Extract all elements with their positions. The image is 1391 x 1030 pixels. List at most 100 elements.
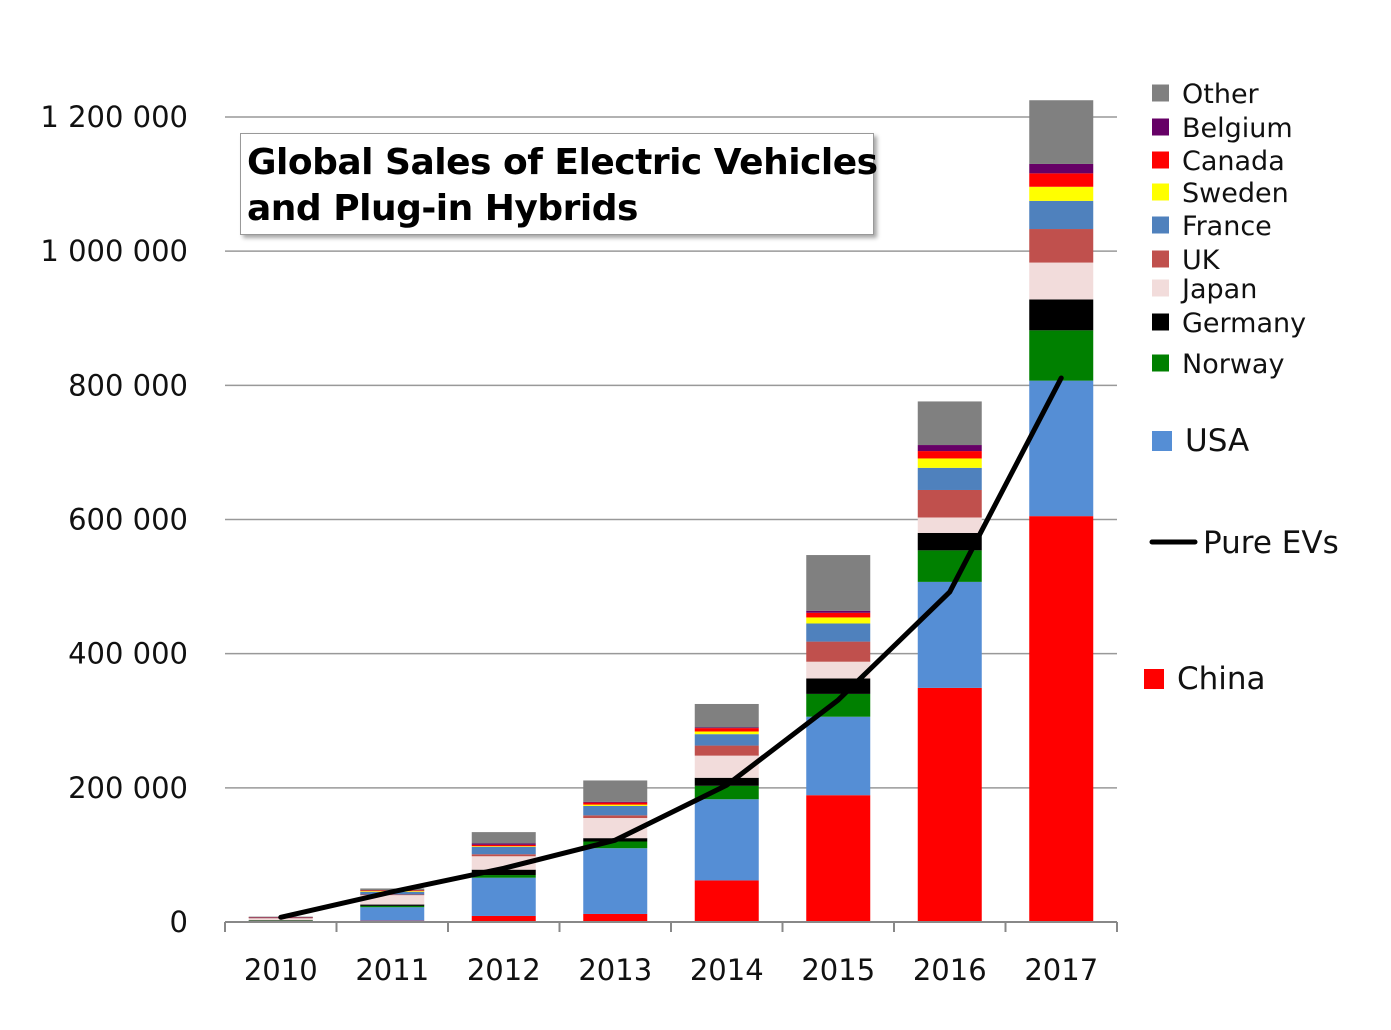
y-tick-label: 0 (170, 905, 188, 939)
x-tick-label: 2012 (467, 953, 541, 987)
bar-segment-usa-2011 (360, 907, 425, 921)
bar-segment-uk-2013 (583, 815, 648, 819)
bar-segment-canada-2016 (917, 451, 982, 459)
x-tick-label: 2010 (244, 953, 318, 987)
bar-segment-other-2017 (1029, 100, 1094, 164)
bar-segment-france-2013 (583, 805, 648, 816)
bar-segment-usa-2010 (248, 920, 313, 922)
legend-swatch-japan (1152, 279, 1169, 297)
legend-label-other: Other (1182, 79, 1260, 110)
legend-swatch-norway (1152, 354, 1169, 372)
bar-segment-japan-2017 (1029, 262, 1094, 300)
bar-segment-norway-2012 (471, 875, 536, 878)
legend-swatch-sweden (1152, 183, 1169, 201)
bar-segment-usa-2015 (806, 716, 871, 796)
y-tick-label: 1 000 000 (40, 234, 188, 268)
bar-segment-belgium-2015 (806, 610, 871, 613)
y-tick-label: 200 000 (68, 771, 188, 805)
legend-label-belgium: Belgium (1182, 113, 1293, 144)
bar-segment-usa-2014 (694, 799, 759, 881)
bar-segment-germany-2012 (471, 869, 536, 876)
bar-segment-other-2014 (694, 703, 759, 728)
legend-swatch-belgium (1152, 118, 1169, 136)
bar-segment-uk-2014 (694, 745, 759, 756)
bar-segment-canada-2014 (694, 728, 759, 732)
bar-segment-other-2015 (806, 555, 871, 611)
bar-segment-belgium-2016 (917, 445, 982, 452)
legend-label-france: France (1182, 211, 1272, 242)
bar-segment-france-2017 (1029, 200, 1094, 230)
bar-segment-usa-2017 (1029, 380, 1094, 517)
bar-segment-china-2013 (583, 913, 648, 922)
y-tick-label: 400 000 (68, 637, 188, 671)
bar-segment-belgium-2017 (1029, 163, 1094, 174)
bar-segment-japan-2015 (806, 661, 871, 679)
bar-segment-canada-2013 (583, 802, 648, 805)
x-tick-label: 2011 (355, 953, 429, 987)
bar-segment-uk-2017 (1029, 229, 1094, 263)
x-tick-label: 2017 (1024, 953, 1098, 987)
bar-segment-uk-2012 (471, 854, 536, 857)
legend-label-uk: UK (1182, 245, 1221, 276)
legend-label-sweden: Sweden (1182, 178, 1289, 209)
bar-segment-sweden-2014 (694, 731, 759, 735)
bar-segment-sweden-2016 (917, 458, 982, 468)
bar-segment-usa-2016 (917, 581, 982, 688)
bar-segment-other-2016 (917, 401, 982, 446)
legend-swatch-usa (1152, 431, 1172, 451)
bar-segment-france-2016 (917, 467, 982, 490)
bar-segment-uk-2016 (917, 489, 982, 518)
x-tick-label: 2014 (690, 953, 764, 987)
bar-segment-uk-2011 (360, 894, 425, 896)
x-tick-label: 2013 (578, 953, 652, 987)
bar-segment-germany-2014 (694, 777, 759, 786)
bar-segment-usa-2012 (471, 877, 536, 916)
bar-segment-sweden-2012 (471, 846, 536, 847)
legend-label-japan: Japan (1180, 274, 1257, 305)
bar-segment-japan-2011 (360, 895, 425, 905)
legend-label-usa: USA (1185, 423, 1249, 459)
bar-segment-canada-2012 (471, 844, 536, 847)
legend-swatch-uk (1152, 250, 1169, 268)
bar-segment-france-2014 (694, 734, 759, 746)
bar-segment-canada-2017 (1029, 173, 1094, 187)
x-tick-label: 2016 (913, 953, 987, 987)
bar-segment-china-2015 (806, 795, 871, 922)
bar-segment-china-2016 (917, 687, 982, 922)
legend-label-canada: Canada (1182, 146, 1285, 177)
chart-title-line-1: Global Sales of Electric Vehicles (247, 142, 878, 183)
bar-segment-canada-2015 (806, 612, 871, 618)
bar-segment-uk-2015 (806, 641, 871, 662)
bar-segment-germany-2011 (360, 904, 425, 906)
bar-segment-norway-2014 (694, 785, 759, 800)
legend-label-pure-evs: Pure EVs (1203, 525, 1339, 561)
y-tick-label: 600 000 (68, 503, 188, 537)
y-tick-label: 800 000 (68, 368, 188, 402)
bar-segment-norway-2011 (360, 905, 425, 908)
legend-swatch-germany (1152, 313, 1169, 331)
bar-segment-china-2014 (694, 880, 759, 922)
legend-swatch-france (1152, 216, 1169, 234)
legend-swatch-canada (1152, 151, 1169, 169)
bar-segment-belgium-2014 (694, 727, 759, 729)
y-tick-label: 1 200 000 (40, 100, 188, 134)
bar-segment-china-2012 (471, 915, 536, 922)
bar-segment-germany-2016 (917, 532, 982, 551)
bar-segment-france-2012 (471, 846, 536, 855)
bar-segment-belgium-2013 (583, 801, 648, 803)
bar-segment-norway-2013 (583, 841, 648, 849)
bar-segment-china-2017 (1029, 516, 1094, 922)
x-tick-label: 2015 (801, 953, 875, 987)
chart-title: Global Sales of Electric Vehicles and Pl… (240, 133, 878, 235)
legend-swatch-other (1152, 84, 1169, 102)
bar-segment-germany-2010 (248, 920, 313, 921)
legend-label-germany: Germany (1182, 308, 1306, 339)
legend-label-china: China (1177, 661, 1266, 697)
bar-segment-other-2012 (471, 832, 536, 844)
bar-segment-sweden-2015 (806, 617, 871, 624)
bar-segment-sweden-2017 (1029, 186, 1094, 201)
pure-evs-line (278, 375, 1064, 920)
bar-segment-sweden-2013 (583, 804, 648, 806)
bar-segment-usa-2013 (583, 848, 648, 914)
